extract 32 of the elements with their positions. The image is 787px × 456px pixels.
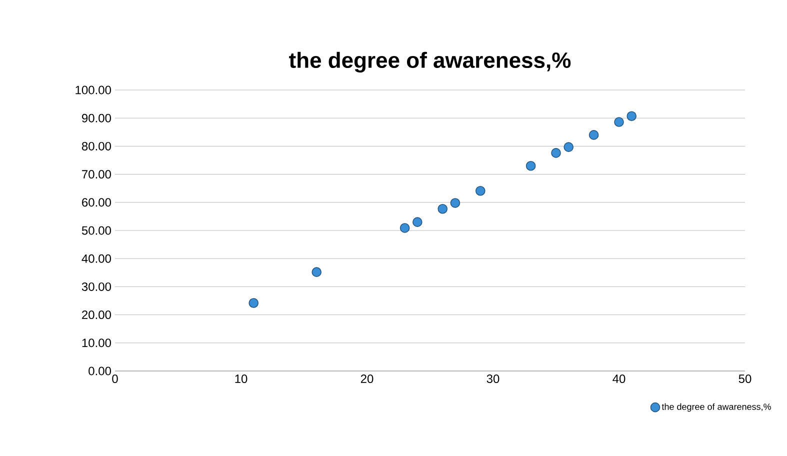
y-tick-label: 100.00 — [76, 86, 111, 94]
point — [551, 148, 561, 158]
y-tick-label: 90.00 — [82, 114, 112, 122]
y-tick-label: 40.00 — [82, 254, 112, 263]
point — [412, 217, 422, 227]
point — [400, 223, 410, 233]
y-tick-label: 50.00 — [82, 226, 112, 235]
chart-title: the degree of awareness,% — [289, 52, 571, 72]
point — [588, 130, 599, 140]
legend-label: the degree of awareness,% — [662, 403, 771, 412]
y-tick-label: 0.00 — [88, 366, 112, 376]
x-tick-label: 10 — [235, 374, 248, 384]
point — [614, 117, 624, 127]
x-tick-label: 0 — [112, 374, 118, 384]
point — [476, 186, 486, 196]
y-tick-label: 80.00 — [82, 142, 112, 150]
point — [526, 160, 536, 171]
x-tick-label: 50 — [738, 374, 752, 384]
y-tick-label: 70.00 — [82, 170, 112, 179]
point — [312, 267, 322, 277]
y-tick-label: 10.00 — [82, 338, 112, 348]
point — [248, 298, 258, 308]
point — [438, 204, 448, 214]
x-tick-label: 30 — [486, 374, 500, 384]
y-tick-label: 60.00 — [82, 198, 112, 207]
x-tick-label: 20 — [360, 374, 374, 384]
x-tick-label: 40 — [612, 374, 626, 384]
point — [626, 111, 637, 122]
point — [450, 198, 460, 208]
point — [564, 142, 574, 152]
y-tick-label: 20.00 — [82, 310, 112, 320]
y-tick-label: 30.00 — [82, 282, 112, 291]
